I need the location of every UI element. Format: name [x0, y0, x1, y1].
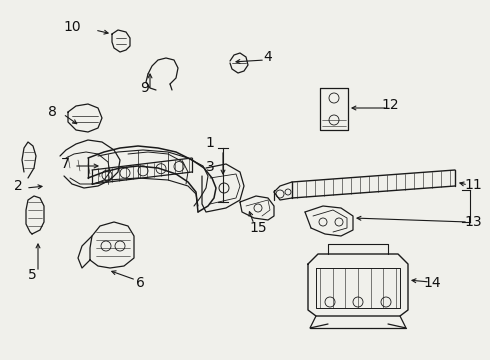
Text: 6: 6	[136, 276, 145, 290]
Text: 8: 8	[48, 105, 56, 119]
Text: 12: 12	[381, 98, 399, 112]
Text: 2: 2	[14, 179, 23, 193]
Text: 15: 15	[249, 221, 267, 235]
Text: 3: 3	[206, 160, 215, 174]
Text: 11: 11	[464, 178, 482, 192]
Text: 7: 7	[61, 157, 70, 171]
Text: 13: 13	[464, 215, 482, 229]
Text: 1: 1	[206, 136, 215, 150]
Text: 9: 9	[141, 81, 149, 95]
Text: 14: 14	[423, 276, 441, 290]
Text: 10: 10	[63, 20, 81, 34]
Text: 4: 4	[264, 50, 272, 64]
Text: 5: 5	[27, 268, 36, 282]
